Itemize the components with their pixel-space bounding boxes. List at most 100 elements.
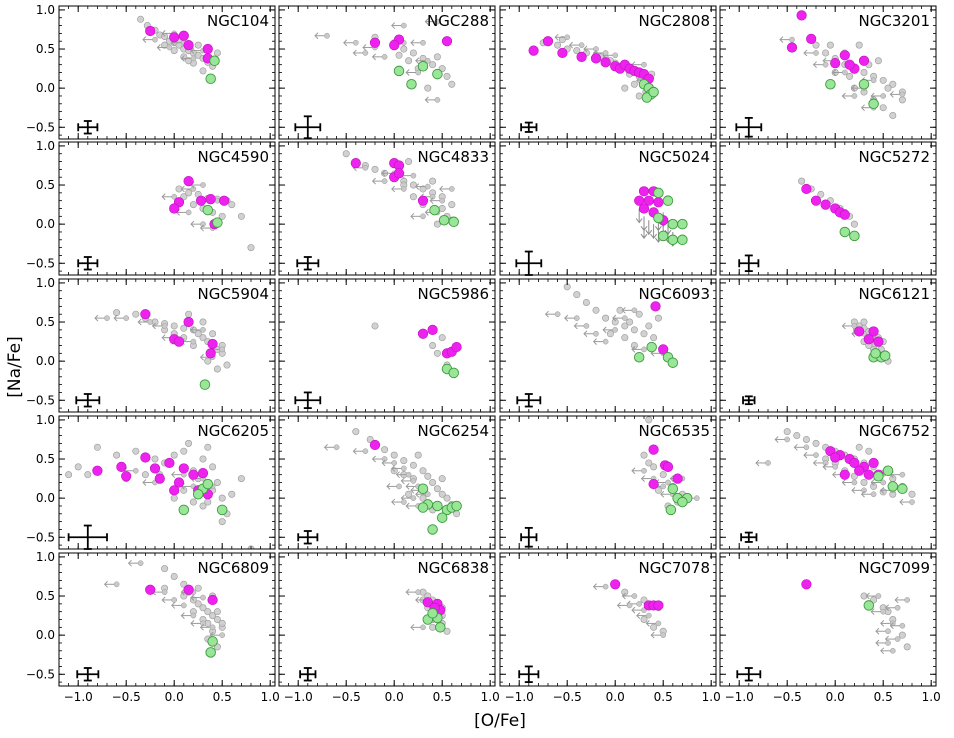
grey-point xyxy=(170,47,178,55)
limit-point xyxy=(405,471,412,478)
limit-point xyxy=(415,69,422,76)
panel-points xyxy=(631,416,700,516)
grey-point xyxy=(630,80,638,88)
limit-point xyxy=(391,460,398,466)
panel-title: NGC6093 xyxy=(639,285,711,303)
limit-arrow-head xyxy=(602,326,607,334)
limit-point xyxy=(424,57,431,64)
limit-point xyxy=(324,32,330,39)
x-tick-label: −1.0 xyxy=(284,690,313,704)
magenta-point xyxy=(662,461,674,472)
limit-arrow-head xyxy=(439,185,444,193)
panel-ngc5904: −0.5 0.0 0.5 1.0 NGC5904 xyxy=(26,276,276,413)
limit-arrow-head xyxy=(860,490,865,498)
panel-points xyxy=(314,18,456,104)
limit-point xyxy=(641,346,647,353)
magenta-point xyxy=(653,600,664,611)
panels-layer: −0.5 0.0 0.5 1.0 NGC104 NGC288 NGC2808 NGC3201 −… xyxy=(26,3,941,704)
limit-arrow-head xyxy=(371,455,376,463)
limit-arrow-head xyxy=(381,459,386,467)
grey-point xyxy=(209,612,217,620)
panel-title: NGC7078 xyxy=(639,559,711,577)
x-tick-label: 0.5 xyxy=(874,690,893,704)
grey-point xyxy=(860,69,868,77)
limit-point xyxy=(362,448,369,455)
grey-point xyxy=(185,439,193,447)
grey-point xyxy=(151,455,159,463)
error-bar xyxy=(76,667,100,682)
limit-point xyxy=(420,39,426,46)
magenta-point xyxy=(197,468,209,479)
grey-point xyxy=(209,330,217,338)
error-bar xyxy=(297,530,319,545)
magenta-point xyxy=(205,348,216,359)
grey-point xyxy=(414,451,422,459)
grey-point xyxy=(429,341,437,349)
x-tick-label: −1.0 xyxy=(505,690,534,704)
grey-point xyxy=(650,623,658,631)
limit-point xyxy=(448,186,455,192)
green-point xyxy=(677,496,688,508)
panel-points xyxy=(103,559,226,658)
limit-arrow-head xyxy=(841,322,846,330)
panel-ngc6535: NGC6535 xyxy=(499,415,717,550)
limit-point xyxy=(631,593,638,599)
limit-arrow-head xyxy=(650,631,655,639)
y-tick-label: 0.5 xyxy=(36,315,55,329)
limit-arrow-head xyxy=(103,580,108,588)
limit-point xyxy=(434,97,441,103)
grey-point xyxy=(395,51,403,59)
limit-arrow-head xyxy=(405,69,410,76)
limit-arrow-head xyxy=(631,346,636,353)
grey-point xyxy=(448,201,456,209)
limit-arrow-head xyxy=(894,596,899,604)
grey-point xyxy=(898,96,906,104)
magenta-point xyxy=(839,469,850,480)
green-point xyxy=(202,204,214,216)
magenta-point xyxy=(868,457,879,469)
error-bar xyxy=(520,526,538,548)
x-tick-label: 1.0 xyxy=(702,690,721,704)
panel-points xyxy=(137,15,221,85)
limit-arrow-head xyxy=(424,209,429,216)
limit-arrow-head xyxy=(812,459,817,467)
magenta-point xyxy=(868,326,879,337)
error-bar xyxy=(742,395,756,406)
limit-point xyxy=(894,604,901,611)
grey-point xyxy=(218,518,226,526)
limit-arrow-head xyxy=(180,588,185,596)
panel-title: NGC2808 xyxy=(639,12,711,30)
magenta-point xyxy=(839,209,850,220)
grey-point xyxy=(218,494,226,502)
limit-arrow-head xyxy=(660,490,665,498)
grey-point xyxy=(433,485,441,493)
grey-point xyxy=(204,498,212,506)
green-point xyxy=(667,234,679,246)
grey-point xyxy=(783,428,791,436)
grey-point xyxy=(180,324,188,332)
magenta-point xyxy=(863,334,874,345)
grey-point xyxy=(405,57,413,65)
grey-point xyxy=(860,318,868,326)
grey-point xyxy=(199,604,207,612)
grey-point xyxy=(371,322,379,330)
magenta-point xyxy=(849,457,860,469)
magenta-point xyxy=(672,473,683,484)
panel-ngc4833: NGC4833 xyxy=(278,141,496,276)
limit-point xyxy=(352,39,359,46)
green-point xyxy=(870,348,881,359)
panel-title: NGC4590 xyxy=(198,148,270,166)
limit-arrow-head xyxy=(621,592,626,600)
error-bar xyxy=(516,393,542,408)
limit-point xyxy=(602,583,609,590)
grey-point xyxy=(443,627,451,635)
limit-point xyxy=(851,479,858,486)
green-point xyxy=(633,351,645,363)
panel-ngc5272: NGC5272 xyxy=(719,141,937,276)
grey-point xyxy=(874,57,882,65)
error-bar xyxy=(740,531,758,543)
grey-point xyxy=(199,318,207,326)
error-bar xyxy=(77,120,99,135)
limit-point xyxy=(880,479,887,486)
magenta-point xyxy=(173,477,185,488)
